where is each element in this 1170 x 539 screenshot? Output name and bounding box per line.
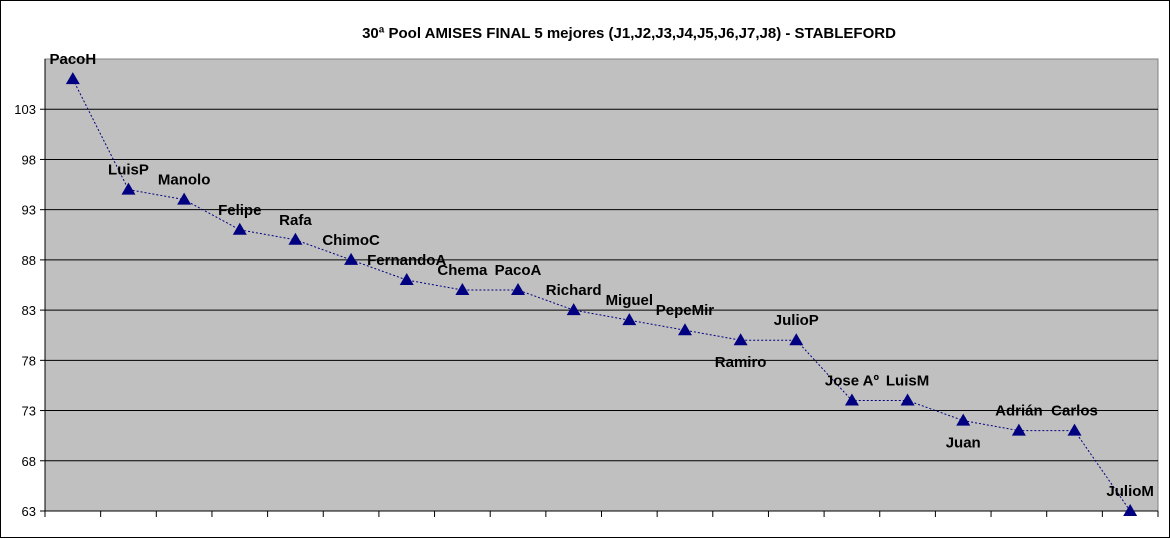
series-markers — [65, 72, 1138, 516]
data-point — [177, 192, 192, 205]
data-point-label: LuisM — [886, 373, 929, 390]
data-point-label: ChimoC — [322, 232, 380, 249]
data-point — [677, 323, 692, 336]
y-tick-label: 73 — [22, 404, 36, 419]
data-point — [844, 393, 859, 406]
data-point — [288, 232, 303, 245]
data-point-label: PacoH — [49, 51, 96, 68]
y-tick-label: 93 — [22, 203, 36, 218]
data-point — [733, 333, 748, 346]
data-point — [1011, 423, 1026, 436]
data-point — [1067, 423, 1082, 436]
data-point — [1123, 504, 1138, 516]
data-point-label: Manolo — [158, 172, 211, 189]
data-point — [232, 222, 247, 235]
data-point-label: JulioM — [1106, 483, 1154, 500]
data-point-label: Rafa — [279, 212, 312, 229]
data-point-label: Ramiro — [715, 354, 767, 371]
data-point-label: Juan — [946, 435, 981, 452]
y-tick-label: 68 — [22, 454, 36, 469]
data-point-label: Miguel — [606, 292, 654, 309]
data-point — [121, 182, 136, 195]
data-point — [344, 252, 359, 265]
data-point-label: Felipe — [218, 202, 261, 219]
data-point — [511, 283, 526, 296]
x-axis-ticks — [44, 511, 1159, 517]
data-point-label: PepeMir — [656, 302, 715, 319]
data-point-label: FernandoA — [367, 252, 446, 269]
data-point — [566, 303, 581, 316]
y-tick-label: 83 — [22, 303, 36, 318]
y-tick-label: 98 — [22, 152, 36, 167]
gridlines — [45, 108, 1158, 462]
y-tick-label: 63 — [22, 504, 36, 519]
y-tick-label: 78 — [22, 353, 36, 368]
point-labels: PacoH LuisP Manolo Felipe Rafa ChimoC Fernando… — [49, 51, 1153, 500]
series-line — [72, 78, 1131, 512]
y-axis-ticks: 63 68 73 78 83 88 93 98 103 — [14, 102, 45, 519]
data-point-label: Chema — [437, 262, 488, 279]
y-tick-label: 88 — [22, 253, 36, 268]
data-point — [622, 313, 637, 326]
data-point — [900, 393, 915, 406]
chart-title: 30ª Pool AMISES FINAL 5 mejores (J1,J2,J… — [362, 25, 896, 42]
data-point-label: Jose Aº — [825, 373, 880, 390]
data-point-label: Richard — [546, 282, 602, 299]
data-point-label: PacoA — [495, 262, 542, 279]
data-point-label: JulioP — [774, 312, 819, 329]
data-point — [956, 413, 971, 426]
data-point-label: Adrián — [995, 403, 1043, 420]
data-point-label: Carlos — [1051, 403, 1098, 420]
data-point — [65, 72, 80, 85]
data-point — [789, 333, 804, 346]
data-point-label: LuisP — [108, 162, 149, 179]
data-point — [455, 283, 470, 296]
plot-area — [44, 58, 1159, 512]
data-point — [399, 272, 414, 285]
y-tick-label: 103 — [14, 102, 36, 117]
